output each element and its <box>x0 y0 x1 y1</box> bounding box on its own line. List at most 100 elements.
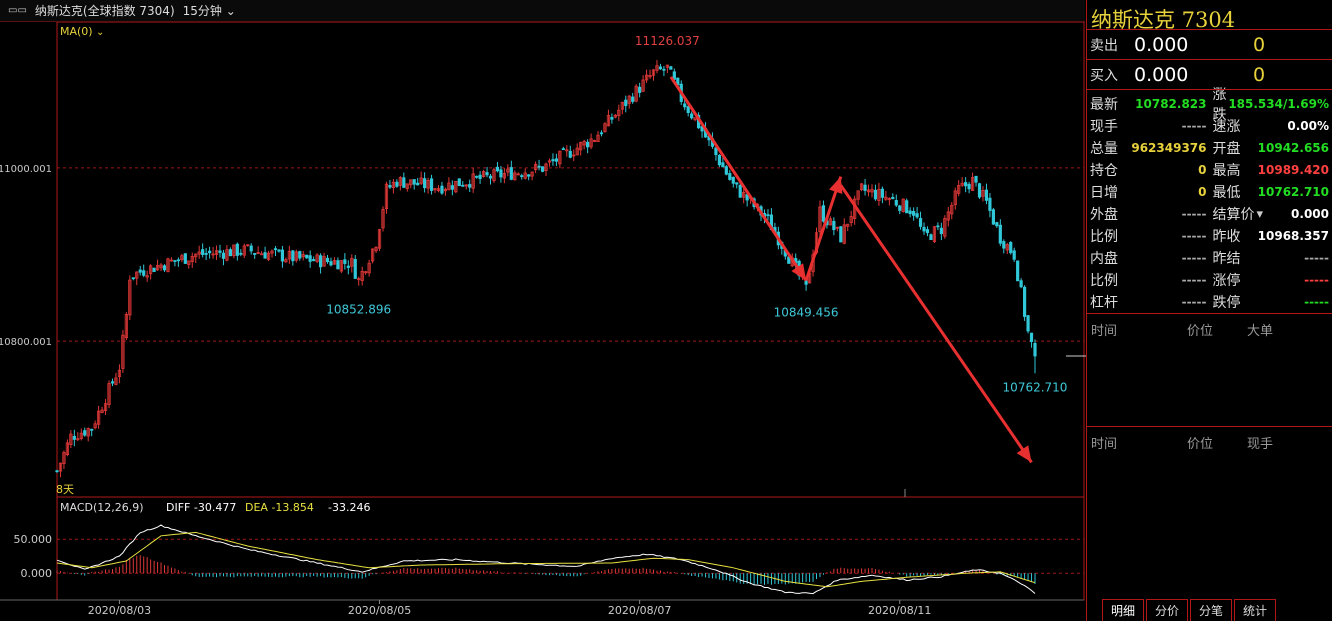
candle-body <box>606 115 611 127</box>
candle-body <box>690 113 694 119</box>
candle-body <box>936 225 940 228</box>
candle-body <box>353 258 357 279</box>
trend-arrow-line <box>669 76 808 282</box>
candle-body <box>582 140 586 146</box>
candle-body <box>821 205 826 222</box>
candle-body <box>1005 244 1009 251</box>
candle-body <box>364 271 368 274</box>
quote-panel: 纳斯达克 7304 卖出 0.000 0 买入 0.000 0 最新 10782.… <box>1086 0 1332 621</box>
candle-body <box>298 251 302 259</box>
candle-body <box>270 250 274 254</box>
candle-body <box>128 279 132 316</box>
candle-body <box>318 255 323 268</box>
candle-body <box>117 369 122 377</box>
candle-body <box>1026 315 1030 332</box>
tab-1[interactable]: 分价 <box>1146 599 1189 621</box>
candle-body <box>488 175 493 179</box>
tick-list[interactable]: 时间 价位 现手 <box>1087 427 1332 597</box>
quote-cell: 比例 ----- <box>1087 225 1210 247</box>
candle-body <box>644 74 649 81</box>
candle-body <box>447 182 451 191</box>
candle-body <box>970 177 975 191</box>
diff-value: DIFF -30.477 <box>166 501 236 514</box>
candle-body <box>343 259 347 264</box>
candle-body <box>204 253 208 255</box>
window-icon[interactable]: ▭▭ <box>8 5 27 16</box>
candle-body <box>579 142 583 151</box>
candle-body <box>544 163 548 171</box>
candle-body <box>211 253 215 256</box>
quote-cell: 杠杆 ----- <box>1087 291 1210 313</box>
tab-2[interactable]: 分笔 <box>1190 599 1233 621</box>
days-label: 8天 <box>56 483 74 496</box>
candle-body <box>131 277 135 280</box>
candle-body <box>891 196 895 200</box>
candle-body <box>863 184 867 191</box>
candle-body <box>83 430 87 436</box>
candle-body <box>187 260 191 265</box>
quote-cell: 最低 10762.710 <box>1210 181 1332 203</box>
price-tick-label: 11000.001 <box>0 164 52 175</box>
candle-body <box>246 244 250 247</box>
candle-body <box>495 166 500 172</box>
candle-body <box>315 254 319 262</box>
candle-body <box>738 184 742 198</box>
candlestick-chart[interactable]: 11126.037 10852.896 10849.456 10762.710 110… <box>0 0 1086 621</box>
candle-body <box>388 185 392 188</box>
candle-body <box>436 188 441 192</box>
candle-body <box>69 433 73 446</box>
candle-body <box>162 265 167 271</box>
candle-body <box>107 383 111 405</box>
candle-body <box>925 229 930 234</box>
candle-body <box>176 259 180 262</box>
candle-body <box>894 200 898 206</box>
candle-body <box>256 252 260 254</box>
quote-cell: 比例 ----- <box>1087 269 1210 291</box>
candle-body <box>683 103 687 108</box>
candle-body <box>395 181 399 187</box>
candle-body <box>859 183 864 190</box>
trend-arrows <box>669 76 1033 464</box>
buy-row[interactable]: 买入 0.000 0 <box>1087 60 1332 90</box>
candle-body <box>513 172 517 181</box>
candle-body <box>55 470 59 473</box>
candle-body <box>429 178 434 191</box>
quote-cell: 昨收 10968.357 <box>1210 225 1332 247</box>
candle-body <box>124 313 128 339</box>
price-tick-label: 10800.001 <box>0 337 52 348</box>
col-volume: 现手 <box>1247 437 1274 452</box>
big-order-list[interactable]: 时间 价位 大单 <box>1087 314 1332 427</box>
trend-arrow-head <box>1016 445 1032 463</box>
candle-body <box>610 117 614 120</box>
candle-body <box>554 158 559 162</box>
candle-body <box>114 377 118 385</box>
chevron-down-icon[interactable]: ▾ <box>1256 206 1264 222</box>
quote-key: 速涨 <box>1212 119 1241 135</box>
candle-body <box>520 175 524 178</box>
quote-value: 185.534/1.69% <box>1228 97 1329 111</box>
candle-body <box>402 177 406 188</box>
candle-body <box>221 252 226 259</box>
quote-key: 最新 <box>1090 97 1118 113</box>
candle-body <box>100 409 104 413</box>
candle-body <box>672 71 676 80</box>
sell-row[interactable]: 卖出 0.000 0 <box>1087 30 1332 60</box>
candle-body <box>461 184 465 187</box>
candle-body <box>207 250 212 254</box>
candle-body <box>818 206 822 232</box>
quote-key: 跌停 <box>1212 295 1241 311</box>
dea-value: DEA -13.854 <box>245 501 314 514</box>
quote-value: 10782.823 <box>1135 97 1207 111</box>
tab-3[interactable]: 统计 <box>1234 599 1277 621</box>
period-selector[interactable]: 15分钟 ⌄ <box>183 2 236 19</box>
quote-key: 外盘 <box>1090 207 1118 223</box>
candle-body <box>450 185 454 190</box>
price-annotation: 10852.896 <box>326 302 391 316</box>
quote-key: 最低 <box>1212 185 1241 201</box>
candle-body <box>391 181 396 188</box>
quote-key: 涨停 <box>1212 273 1241 289</box>
quote-cell: 现手 ----- <box>1087 115 1210 137</box>
tab-0[interactable]: 明细 <box>1102 599 1145 621</box>
macd-value: -33.246 <box>328 501 370 514</box>
candle-body <box>287 250 291 260</box>
